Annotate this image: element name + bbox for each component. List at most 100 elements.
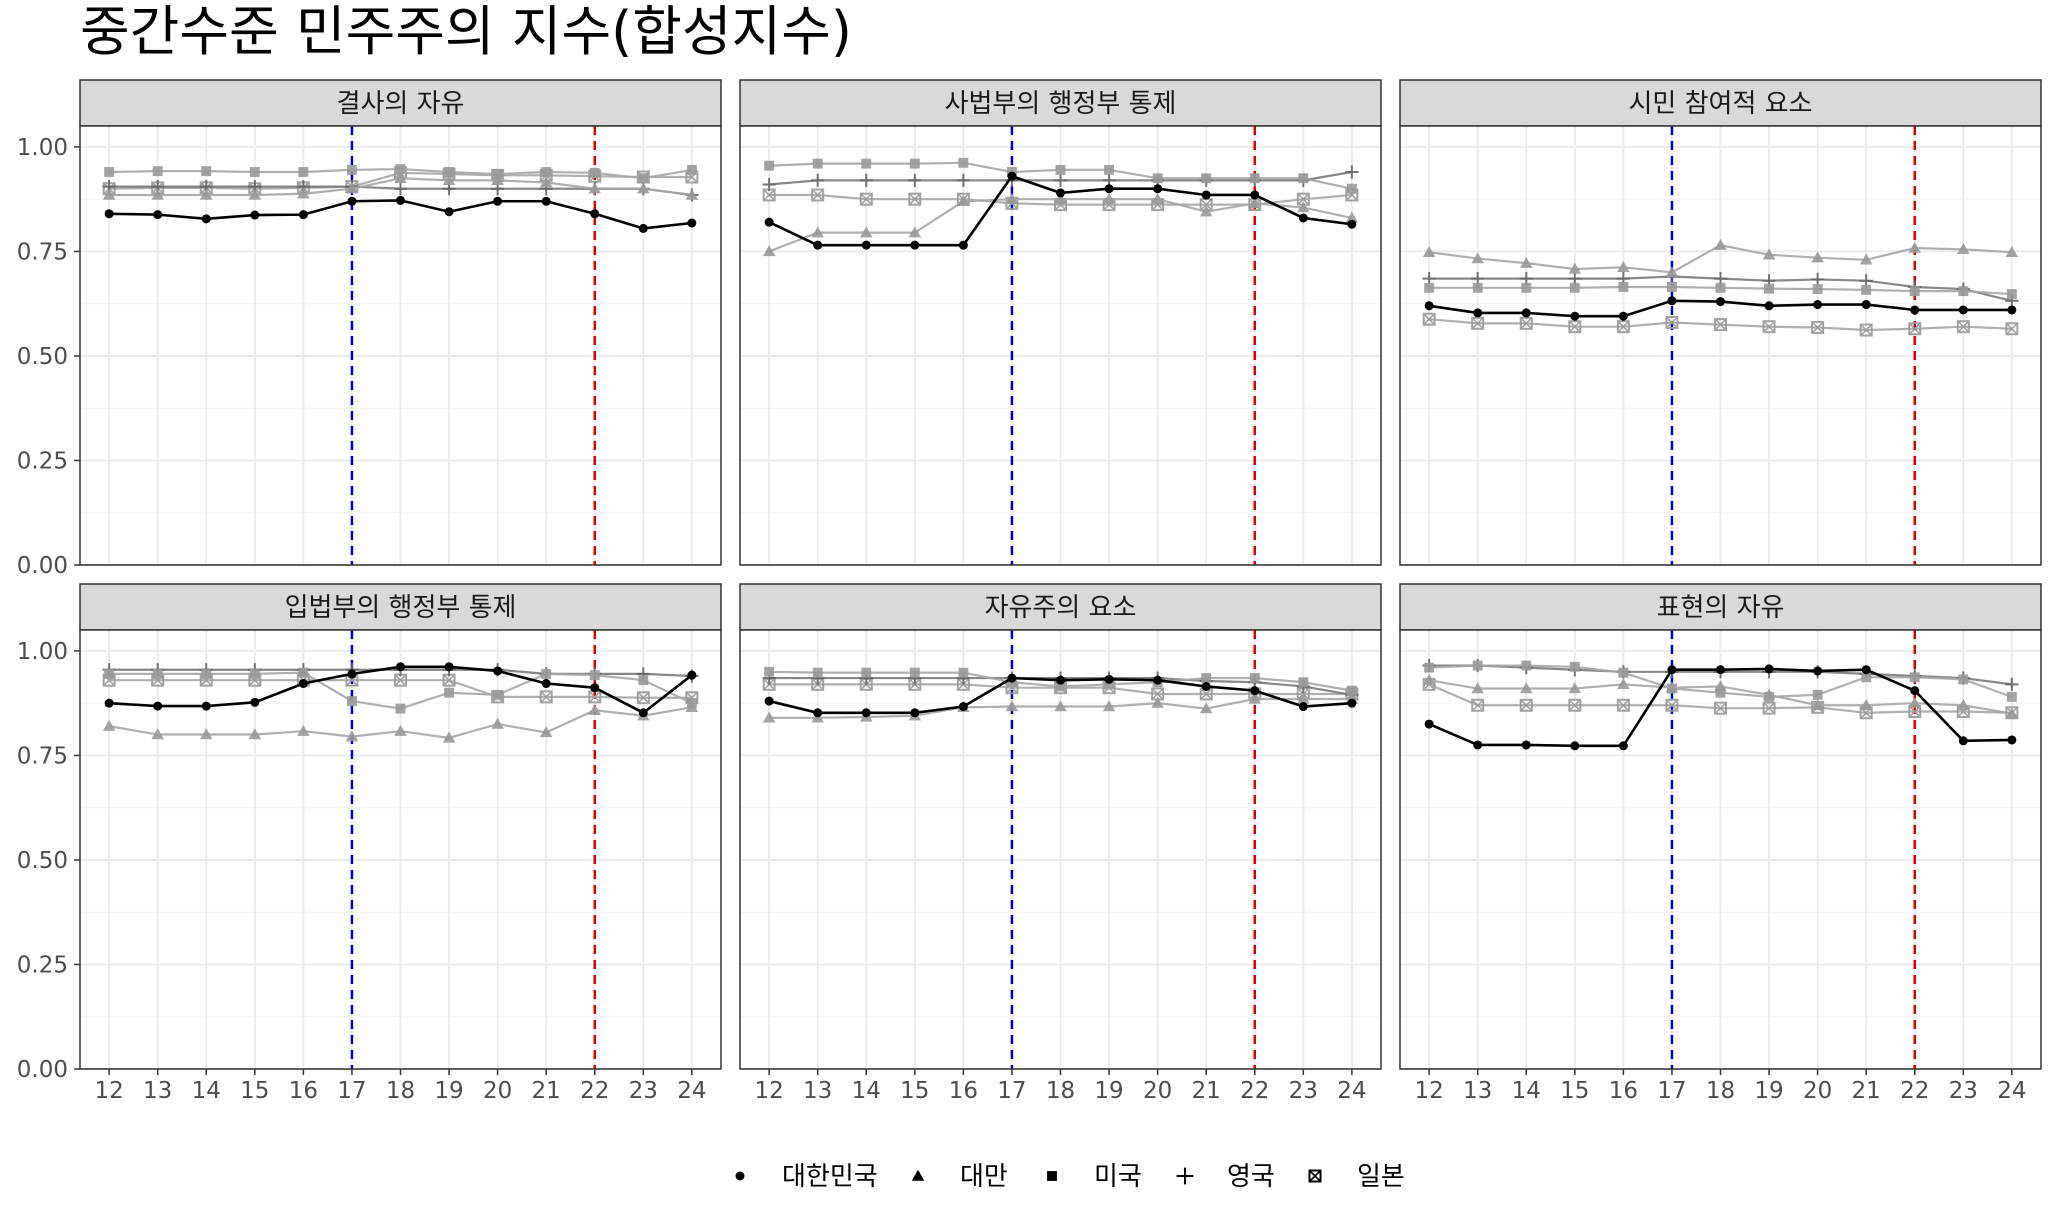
data-point [638,675,649,686]
data-point [958,702,968,712]
legend-item-대한민국: 대한민국 [735,1162,878,1192]
data-point [346,696,357,707]
data-point [588,182,602,194]
data-point [250,697,260,707]
data-point [345,182,359,194]
data-point [1861,665,1871,675]
data-point [1714,701,1727,715]
legend-item-대만: 대만 [911,1162,1008,1192]
data-point [1345,165,1359,179]
data-point [248,188,262,200]
series-미국 [1424,282,2017,300]
data-point [2006,289,2017,300]
legend-label: 대한민국 [782,1162,878,1192]
data-point [908,226,922,238]
data-point [1521,308,1531,318]
y-tick-label: 0.50 [17,848,68,874]
data-point [444,167,455,177]
data-point [2007,305,2017,315]
data-point [1764,301,1774,311]
data-point [956,173,970,187]
data-point [958,240,968,250]
panel-grid: 결사의 자유 0.00 0.25 0.50 0.75 1.00 사법부의 행정부 통제 시민 … [17,79,2042,1104]
panel-1: 결사의 자유 0.00 0.25 0.50 0.75 1.00 [17,79,722,579]
data-point [1424,719,1434,729]
x-tick-label: 19 [1094,1078,1123,1104]
data-point [859,226,873,238]
x-tick-label: 14 [852,1078,881,1104]
data-point [764,217,774,227]
data-point [2007,735,2017,745]
x-tick-label: 13 [803,1078,832,1104]
data-point [1665,698,1679,712]
data-point [638,708,648,718]
data-point [1424,282,1435,293]
data-point [812,667,823,678]
x-tick-label: 15 [1560,1078,1589,1104]
data-point [493,196,503,206]
x-tick-label: 16 [949,1078,978,1104]
data-point [1812,689,1823,700]
data-point [1201,173,1212,184]
data-point [394,724,407,736]
panel-title: 결사의 자유 [337,89,465,119]
data-point [1764,283,1775,294]
data-point [1153,184,1163,194]
x-tick-label: 13 [1463,1078,1492,1104]
series-미국 [764,666,1357,696]
data-point [1859,253,1873,265]
x-tick-label: 13 [143,1078,172,1104]
data-point [1054,192,1067,204]
x-tick-label: 12 [94,1078,123,1104]
series-대한민국 [764,673,1357,718]
data-point [104,668,115,679]
data-point [1056,675,1065,685]
data-point [1764,664,1774,674]
data-point [1958,674,1969,685]
data-point [1297,201,1310,213]
data-point [1665,266,1679,278]
data-point [1910,305,1920,315]
y-tick-label: 0.75 [17,743,68,769]
panel-strip [739,79,1382,127]
data-point [687,218,697,228]
x-tick-label: 18 [1046,1078,1075,1104]
data-point [686,164,697,175]
data-point [1811,272,1825,287]
data-point [153,701,163,711]
data-point [1716,297,1725,307]
data-point [541,196,551,206]
y-tick-label: 0.75 [17,239,68,265]
data-point [1422,673,1436,685]
data-point [345,730,359,742]
x-tick-label: 14 [1512,1078,1541,1104]
data-point [1715,282,1726,293]
data-point [2005,677,2019,691]
data-point [1151,192,1164,204]
data-point [1908,241,1922,253]
data-point [444,207,454,217]
x-tick-label: 20 [483,1078,512,1104]
legend-item-미국: 미국 [1047,1162,1142,1192]
data-point [1958,305,1968,315]
data-point [1811,698,1824,710]
y-tick-label: 0.25 [17,952,68,978]
legend-label: 일본 [1357,1162,1405,1192]
data-point [1519,698,1533,712]
data-point [152,668,163,679]
data-point [909,158,920,169]
data-point [861,667,872,678]
data-point [957,194,970,206]
legend-label: 미국 [1094,1162,1142,1192]
panel-4: 입법부의 행정부 통제 0.00 0.25 0.50 0.75 1.00 12 13 14 15 1… [17,583,722,1104]
data-point [762,711,776,723]
data-point [102,188,116,200]
x-tick-label: 21 [532,1078,561,1104]
x-tick-label: 18 [1706,1078,1735,1104]
y-tick-label: 0.25 [17,448,68,474]
data-point [1521,660,1532,671]
data-point [1007,171,1017,181]
data-point [1346,183,1357,194]
data-point [1958,736,1968,746]
data-point [1053,173,1068,187]
